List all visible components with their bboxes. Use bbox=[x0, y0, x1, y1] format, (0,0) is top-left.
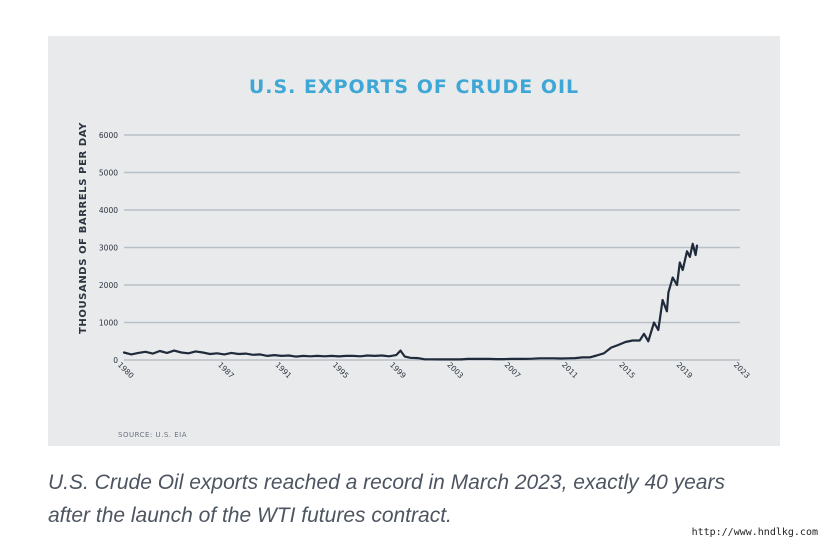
y-tick-label-6000: 6000 bbox=[99, 131, 118, 140]
x-tick-label-2019: 2019 bbox=[675, 360, 695, 380]
x-tick-label-2007: 2007 bbox=[503, 360, 523, 380]
y-tick-label-2000: 2000 bbox=[99, 281, 118, 290]
source-note: SOURCE: U.S. EIA bbox=[118, 431, 188, 439]
y-tick-label-5000: 5000 bbox=[99, 169, 118, 178]
x-tick-label-2015: 2015 bbox=[617, 360, 637, 380]
y-tick-label-3000: 3000 bbox=[99, 244, 118, 253]
x-tick-label-1987: 1987 bbox=[216, 360, 236, 380]
line-chart: 0 1000 2000 3000 4000 5000 6000 1980 1987 1991 199… bbox=[99, 131, 752, 380]
watermark: http://www.hndlkg.com bbox=[691, 527, 818, 538]
x-tick-label-2023: 2023 bbox=[732, 360, 752, 380]
series-line-0 bbox=[122, 242, 699, 361]
chart-panel: U.S. EXPORTS OF CRUDE OIL THOUSANDS OF B… bbox=[48, 36, 780, 446]
figure-caption: U.S. Crude Oil exports reached a record … bbox=[48, 466, 788, 532]
y-tick-label-1000: 1000 bbox=[99, 319, 118, 328]
caption-line-1: U.S. Crude Oil exports reached a record … bbox=[48, 471, 725, 494]
y-tick-label-4000: 4000 bbox=[99, 206, 118, 215]
x-tick-label-1995: 1995 bbox=[331, 360, 351, 380]
x-tick-label-1980: 1980 bbox=[116, 360, 136, 380]
x-tick-label-1999: 1999 bbox=[388, 360, 408, 380]
x-tick-label-2003: 2003 bbox=[445, 360, 465, 380]
x-tick-label-1991: 1991 bbox=[273, 360, 293, 380]
y-tick-label-0: 0 bbox=[113, 356, 118, 365]
caption-line-2: after the launch of the WTI futures cont… bbox=[48, 504, 452, 527]
x-tick-label-2011: 2011 bbox=[560, 360, 580, 380]
chart-title: U.S. EXPORTS OF CRUDE OIL bbox=[248, 76, 580, 98]
